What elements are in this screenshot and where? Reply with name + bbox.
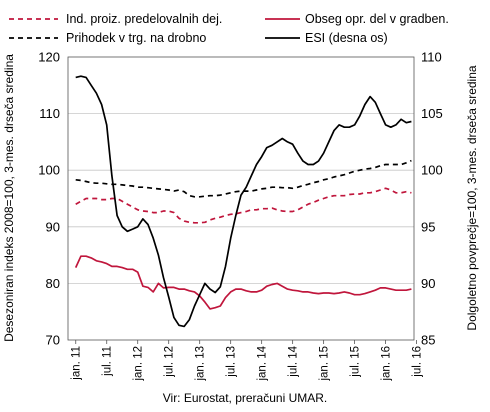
x-tick-label: jan. 13 bbox=[195, 346, 207, 382]
y2-tick-label: 90 bbox=[421, 276, 435, 291]
legend-label-esi: ESI (desna os) bbox=[305, 31, 388, 45]
series-lines bbox=[74, 75, 412, 328]
x-tick-label: jul. 11 bbox=[102, 346, 114, 377]
x-ticks: jan. 11 jul. 11 jan. 12 jul. 12 jan. 13 jul. … bbox=[71, 340, 424, 382]
legend-label-obseg-gradben: Obseg opr. del v gradben. bbox=[305, 12, 449, 26]
y-tick-label: 120 bbox=[38, 50, 60, 65]
legend: Ind. proiz. predelovalnih dej. Obseg opr… bbox=[9, 12, 449, 45]
series-line-0 bbox=[75, 187, 412, 224]
x-tick-label: jul. 14 bbox=[288, 345, 300, 377]
x-tick-label: jan. 11 bbox=[71, 346, 83, 381]
x-tick-label: jan. 12 bbox=[133, 346, 145, 382]
x-tick-label: jul. 15 bbox=[350, 346, 362, 378]
y2-tick-label: 85 bbox=[421, 333, 435, 348]
x-tick-label: jul. 16 bbox=[412, 346, 424, 378]
x-tick-label: jan. 16 bbox=[381, 346, 393, 382]
y-tick-label: 70 bbox=[46, 333, 60, 348]
plot-frame bbox=[67, 56, 415, 341]
y2-tick-label: 105 bbox=[421, 106, 443, 121]
y-tick-label: 80 bbox=[46, 276, 60, 291]
series-line-3 bbox=[75, 75, 412, 328]
legend-label-prihodek: Prihodek v trg. na drobno bbox=[66, 31, 206, 45]
left-y-ticks: 70 80 90 100 110 120 bbox=[38, 50, 60, 348]
legend-label-ind-proiz: Ind. proiz. predelovalnih dej. bbox=[66, 12, 222, 26]
y2-tick-label: 110 bbox=[421, 50, 442, 65]
y-tick-label: 100 bbox=[38, 163, 60, 178]
right-axis-label: Dolgoletno povprečje=100, 3-mes. drseča … bbox=[465, 65, 479, 330]
right-y-ticks: 85 90 95 100 105 110 bbox=[421, 50, 443, 348]
source-note: Vir: Eurostat, preračuni UMAR. bbox=[163, 391, 328, 405]
y2-tick-label: 95 bbox=[421, 219, 435, 234]
y-tick-label: 90 bbox=[46, 219, 60, 234]
x-tick-label: jan. 15 bbox=[319, 346, 331, 382]
y-tick-label: 110 bbox=[39, 106, 60, 121]
gridlines bbox=[68, 113, 414, 284]
x-tick-label: jan. 14 bbox=[257, 345, 269, 381]
y2-tick-label: 100 bbox=[421, 163, 443, 178]
x-tick-label: jul. 12 bbox=[164, 346, 176, 378]
series-line-1 bbox=[74, 255, 412, 310]
x-tick-label: jul. 13 bbox=[226, 346, 238, 378]
left-axis-label: Desezoniran indeks 2008=100, 3-mes. drse… bbox=[2, 54, 16, 342]
